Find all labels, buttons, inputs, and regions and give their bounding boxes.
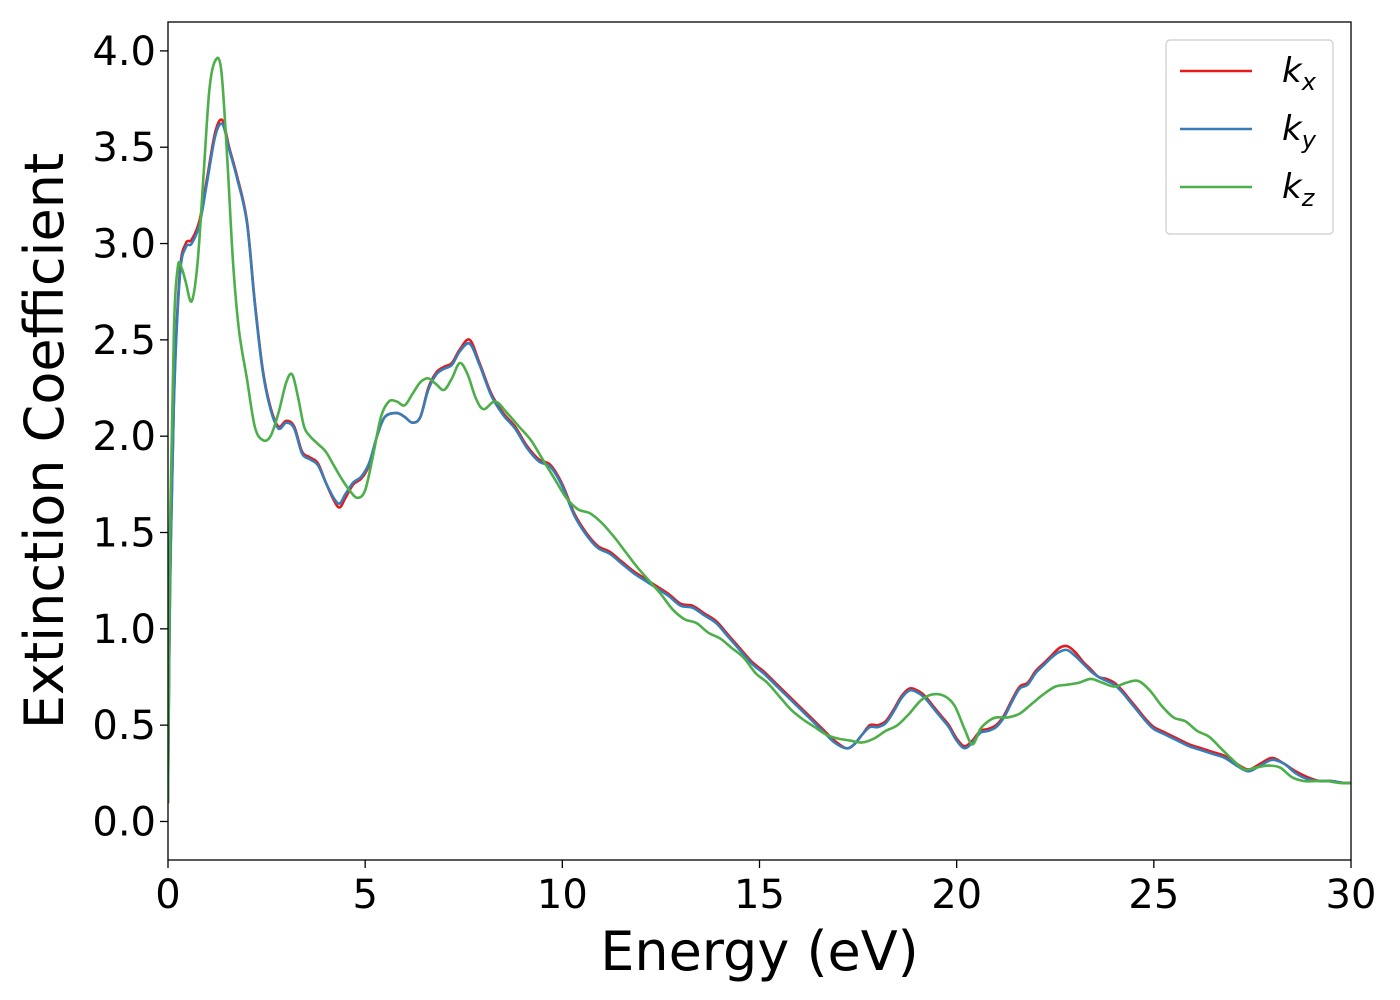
x-tick-label: 30 xyxy=(1326,872,1377,918)
y-tick-label: 1.5 xyxy=(92,511,156,557)
y-tick-label: 3.5 xyxy=(92,125,156,171)
tick-layer: 0 5 10 15 20 25 30 0.0 0.5 1.0 1.5 2.0 2.5 3.0 3.5 4.0 xyxy=(92,29,1376,918)
y-tick-label: 0.0 xyxy=(92,799,156,845)
y-tick-label: 0.5 xyxy=(92,703,156,749)
y-tick-label: 2.5 xyxy=(92,318,156,364)
x-tick-label: 20 xyxy=(931,872,982,918)
legend-item-kx: kx xyxy=(1180,51,1317,96)
legend-items: kx ky kz xyxy=(1180,51,1317,212)
legend-box xyxy=(1165,39,1334,235)
x-axis-title: Energy (eV) xyxy=(600,920,919,983)
y-tick-label: 2.0 xyxy=(92,414,156,460)
y-axis-title: Extinction Coefficient xyxy=(13,153,76,729)
y-tick-label: 4.0 xyxy=(92,29,156,75)
legend: kx ky kz xyxy=(1165,39,1334,235)
series-layer xyxy=(168,56,1351,804)
legend-item-ky: ky xyxy=(1180,109,1317,154)
legend-label: kx xyxy=(1282,51,1317,96)
legend-label: ky xyxy=(1282,109,1317,154)
x-tick-label: 15 xyxy=(734,872,785,918)
y-tick-label: 3.0 xyxy=(92,222,156,268)
legend-item-kz: kz xyxy=(1180,167,1316,212)
series-line-kz xyxy=(168,56,1351,804)
x-tick-label: 0 xyxy=(155,872,180,918)
x-tick-label: 25 xyxy=(1128,872,1179,918)
x-tick-label: 5 xyxy=(352,872,377,918)
x-tick-label: 10 xyxy=(537,872,588,918)
y-tick-label: 1.0 xyxy=(92,607,156,653)
legend-label: kz xyxy=(1282,167,1316,212)
